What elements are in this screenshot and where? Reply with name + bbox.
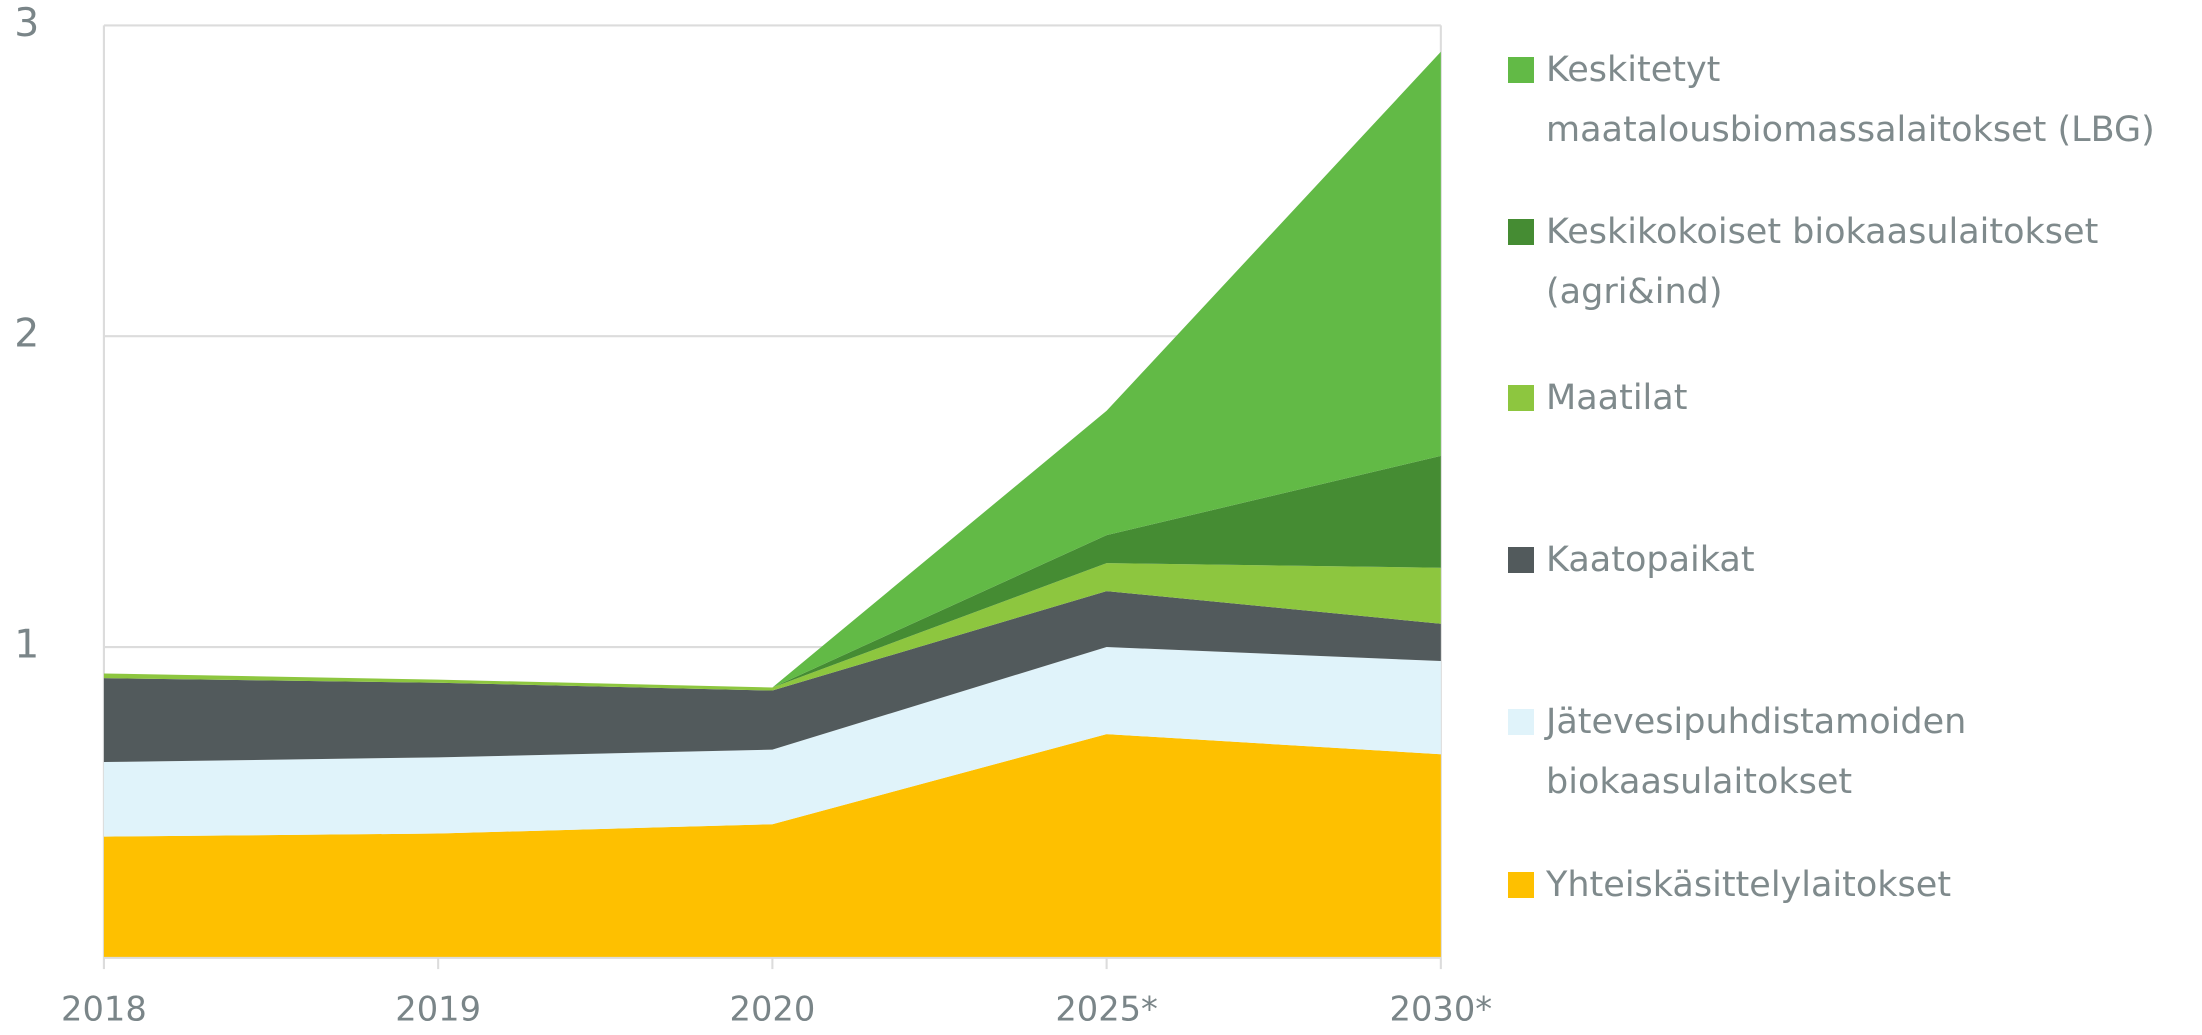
legend-swatch: [1508, 385, 1534, 411]
legend-swatch: [1508, 57, 1534, 83]
legend-label: Keskikokoiset biokaasulaitokset (agri&in…: [1546, 212, 2099, 312]
legend-swatch: [1508, 872, 1534, 898]
x-tick-label: 2020: [730, 990, 816, 1029]
legend-swatch: [1508, 219, 1534, 245]
legend-label: Maatilat: [1546, 378, 1688, 418]
y-tick-label: 1: [14, 623, 39, 668]
legend-swatch: [1508, 547, 1534, 573]
legend-item: Maatilat: [1508, 368, 2198, 428]
area: [103, 563, 1441, 691]
area: [103, 647, 1441, 837]
legend-item: Jätevesipuhdistamoiden biokaasulaitokset: [1508, 692, 2198, 812]
legend-label: Jätevesipuhdistamoiden biokaasulaitokset: [1546, 702, 1967, 802]
legend-item: Keskitetyt maatalousbiomassalaitokset (L…: [1508, 40, 2198, 160]
x-tick-label: 2019: [395, 990, 481, 1029]
legend-swatch: [1508, 709, 1534, 735]
legend-label: Keskitetyt maatalousbiomassalaitokset (L…: [1546, 50, 2155, 150]
area: [103, 51, 1441, 688]
x-tick-label: 2018: [61, 990, 147, 1029]
legend-item: Yhteiskäsittelylaitokset: [1508, 855, 2198, 915]
area: [103, 591, 1441, 763]
legend-label: Yhteiskäsittelylaitokset: [1546, 865, 1952, 905]
legend-label: Kaatopaikat: [1546, 540, 1755, 580]
legend-item: Keskikokoiset biokaasulaitokset (agri&in…: [1508, 202, 2198, 322]
y-tick-label: 2: [14, 312, 39, 357]
x-tick-label: 2030*: [1390, 990, 1493, 1029]
legend-item: Kaatopaikat: [1508, 530, 2198, 590]
x-tick-label: 2025*: [1055, 990, 1158, 1029]
area: [103, 734, 1441, 958]
y-tick-label: 3: [14, 1, 39, 46]
